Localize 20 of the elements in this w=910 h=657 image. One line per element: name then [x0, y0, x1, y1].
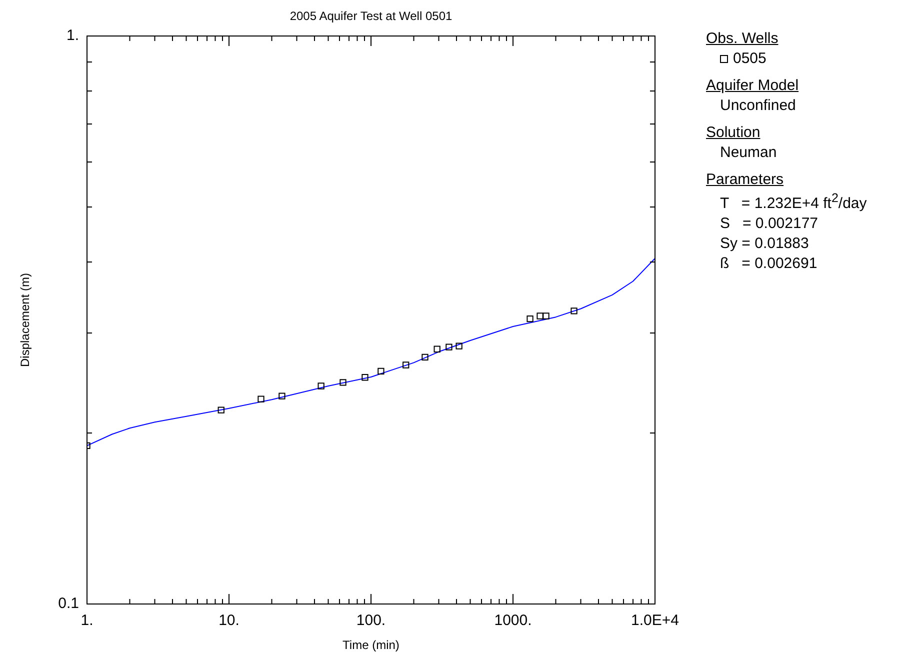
- x-axis-title: Time (min): [342, 638, 400, 652]
- y-axis-title: Displacement (m): [18, 272, 32, 368]
- text: T = 1.232E+4 ft$^{2}$/day: [720, 191, 868, 212]
- x-tick-label: 1.0E+4: [631, 612, 679, 630]
- text: Neuman: [720, 144, 778, 161]
- x-tick-label: 1000.: [494, 612, 532, 630]
- x-tick-label: 1.: [80, 612, 94, 630]
- legend-label: 0505: [732, 50, 768, 67]
- text: Parameters: [706, 171, 785, 188]
- text: ß = 0.002691: [720, 255, 818, 272]
- chart-title: 2005 Aquifer Test at Well 0501: [288, 9, 454, 23]
- x-tick-label: 10.: [218, 612, 240, 630]
- x-tick-label: 100.: [356, 612, 386, 630]
- text: S = 0.002177: [720, 215, 819, 232]
- y-tick-label: 0.1: [58, 595, 79, 612]
- text: Solution: [706, 124, 762, 141]
- text: Sy = 0.01883: [720, 235, 810, 252]
- text: Aquifer Model: [706, 77, 800, 94]
- text: Unconfined: [720, 97, 797, 114]
- legend-title: Obs. Wells: [706, 30, 780, 47]
